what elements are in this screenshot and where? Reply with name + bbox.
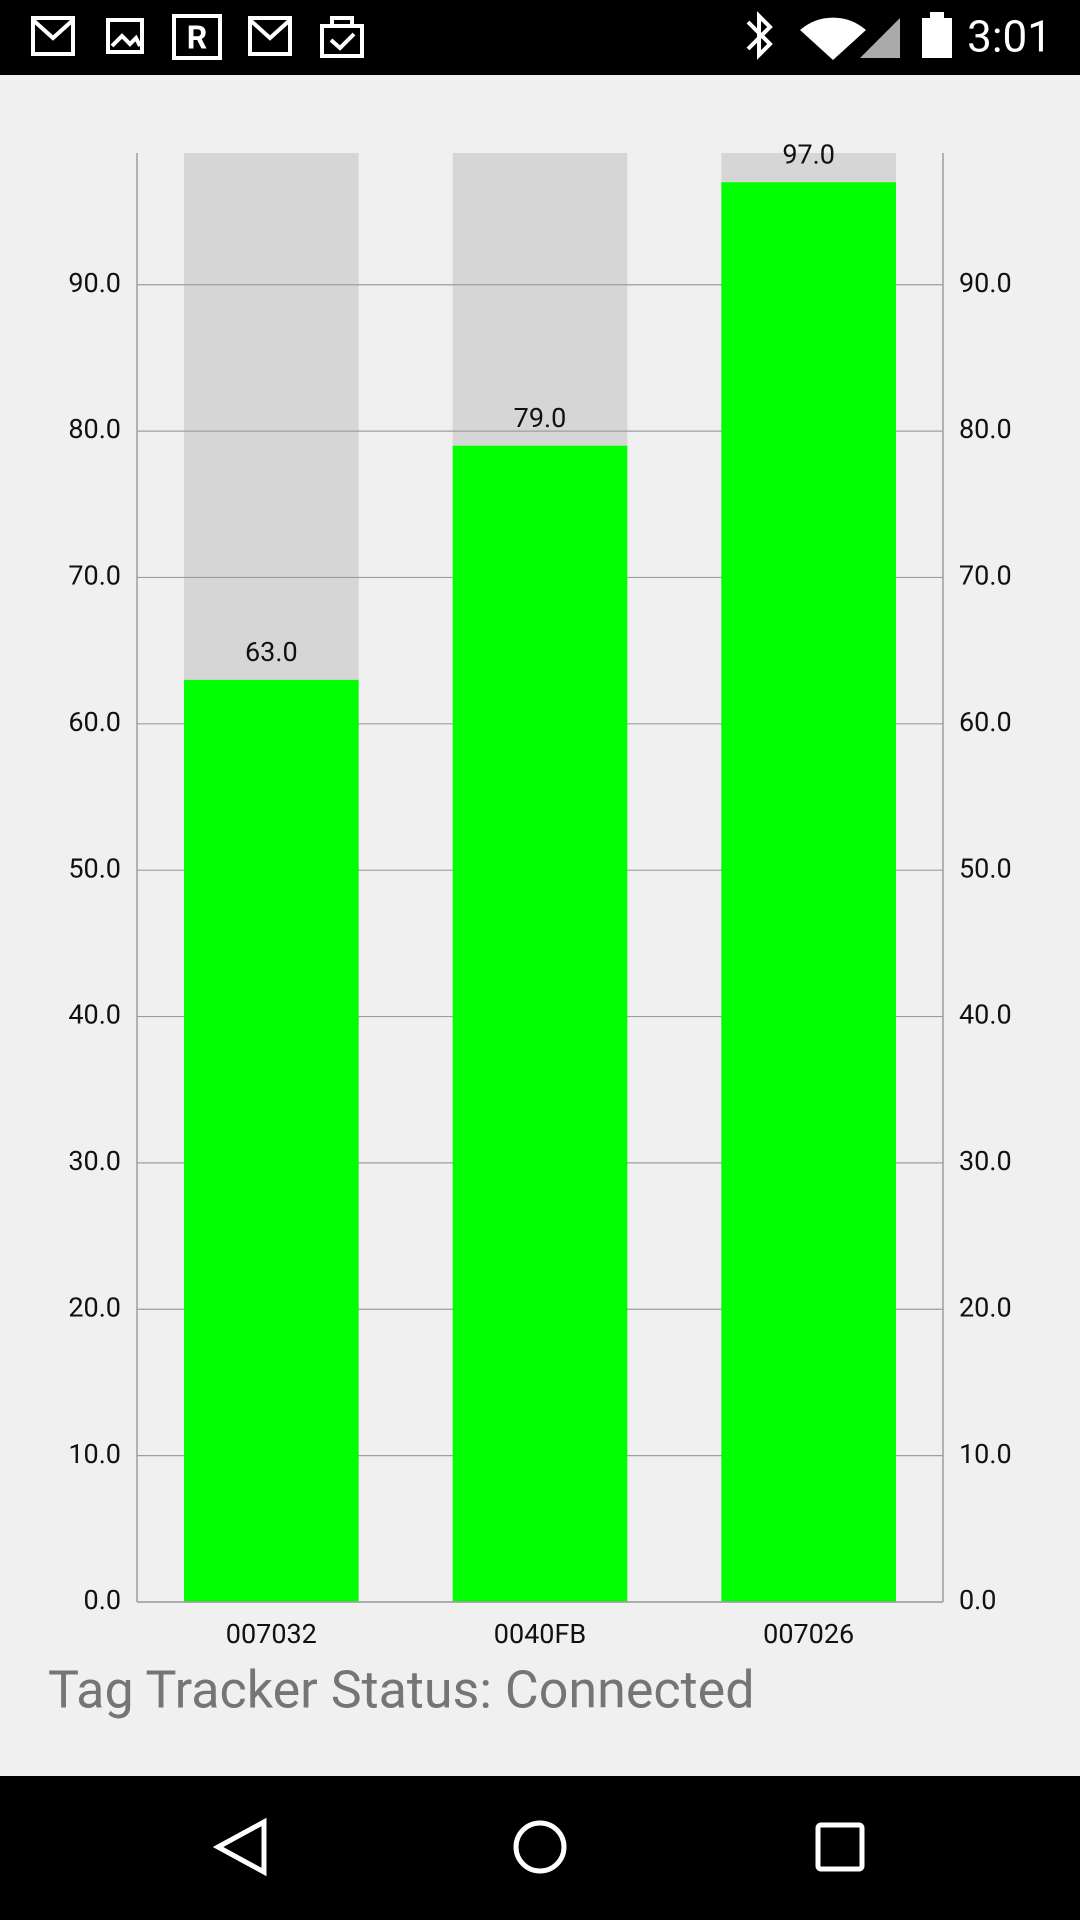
system-icons — [746, 11, 952, 60]
y-tick-label: 90.0 — [68, 267, 121, 299]
y2-tick-label: 70.0 — [959, 560, 1012, 592]
bar — [721, 182, 896, 1603]
y-tick-label: 0.0 — [84, 1584, 121, 1616]
y-tick-label: 10.0 — [68, 1438, 121, 1470]
back-button[interactable] — [212, 1817, 267, 1877]
y2-tick-label: 10.0 — [959, 1438, 1012, 1470]
nav-bar — [0, 1776, 1080, 1920]
home-button[interactable] — [513, 1820, 567, 1874]
status-text: Tag Tracker Status: Connected — [48, 1660, 755, 1721]
y-tick-label: 30.0 — [68, 1145, 121, 1177]
status-bar — [0, 0, 1080, 75]
bar — [184, 679, 359, 1602]
x-tick-label: 007032 — [226, 1618, 317, 1650]
y-tick-label: 50.0 — [68, 852, 121, 884]
y-tick-label: 60.0 — [68, 706, 121, 738]
y2-tick-label: 80.0 — [959, 413, 1012, 445]
y2-tick-label: 40.0 — [959, 999, 1012, 1031]
y2-tick-label: 60.0 — [959, 706, 1012, 738]
chart: 0.0 0.0 10.0 10.0 20.0 20.0 30.0 30.0 40.0 40.0 50… — [68, 138, 1011, 1650]
y2-tick-label: 90.0 — [959, 267, 1012, 299]
y2-tick-label: 0.0 — [959, 1584, 996, 1616]
notification-icons: R — [31, 14, 364, 60]
svg-text:R: R — [187, 18, 208, 56]
value-label: 97.0 — [782, 138, 835, 170]
value-label: 63.0 — [245, 636, 298, 668]
x-tick-label: 0040FB — [494, 1618, 586, 1650]
recents-button[interactable] — [815, 1822, 865, 1872]
y-tick-label: 80.0 — [68, 413, 121, 445]
y-tick-label: 40.0 — [68, 999, 121, 1031]
y2-tick-label: 50.0 — [959, 852, 1012, 884]
bar — [452, 445, 628, 1602]
clock: 3:01 — [967, 11, 1052, 63]
y2-tick-label: 30.0 — [959, 1145, 1012, 1177]
value-label: 79.0 — [514, 402, 567, 434]
y-tick-label: 70.0 — [68, 560, 121, 592]
y-tick-label: 20.0 — [68, 1291, 121, 1323]
x-tick-label: 007026 — [763, 1618, 854, 1650]
y2-tick-label: 20.0 — [959, 1291, 1012, 1323]
